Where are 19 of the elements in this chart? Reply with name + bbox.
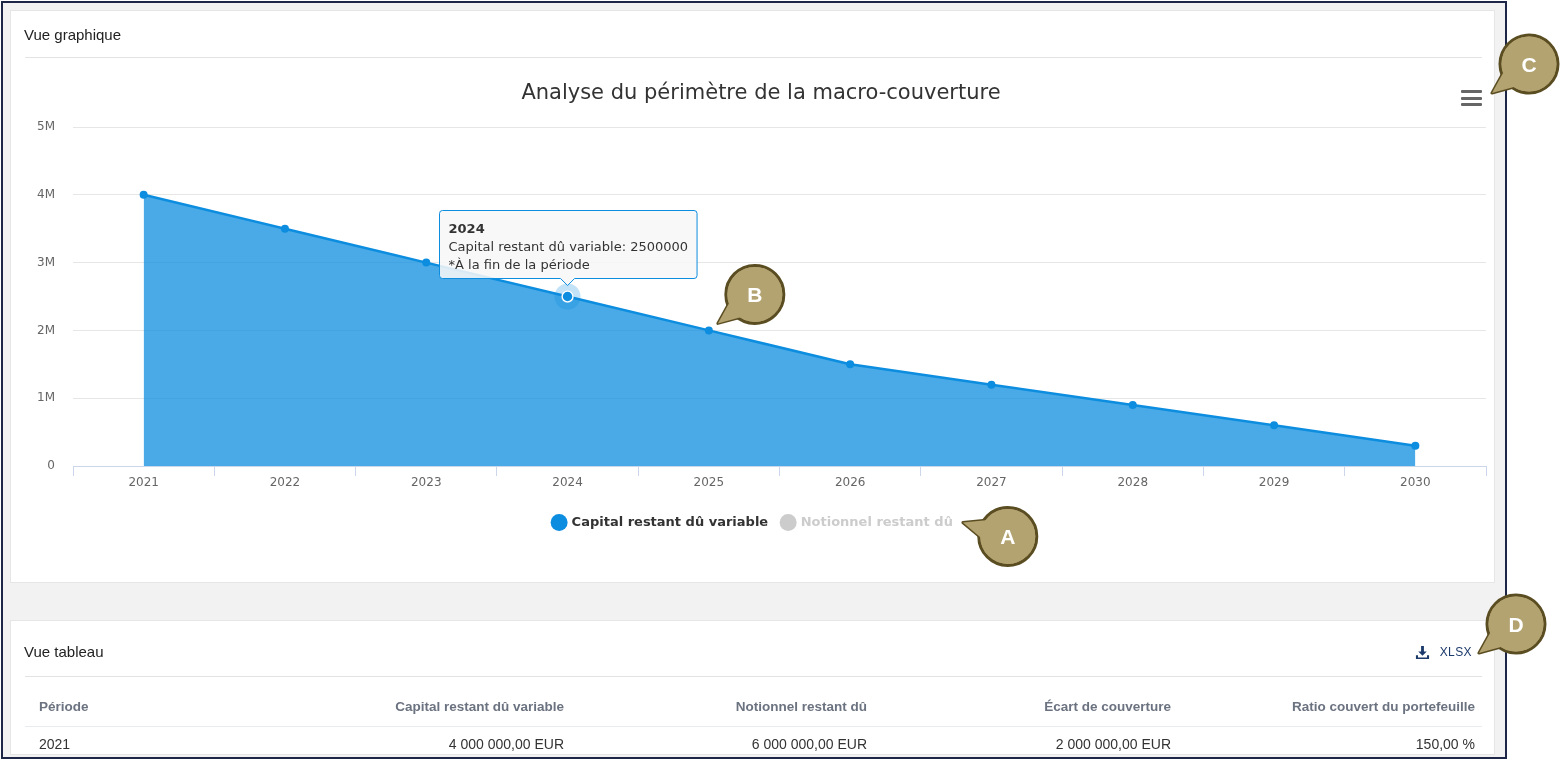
y-tick-label: 5M (37, 119, 55, 134)
point (1270, 421, 1279, 430)
point (704, 326, 713, 335)
y-tick-label: 4M (37, 186, 55, 201)
point (987, 380, 996, 389)
y-tick-label: 3M (37, 254, 55, 269)
annotation: 2024 Capital restant dû variable: 2500000 *À la fin de la période (448, 220, 689, 272)
y-tick-label: 0 (47, 458, 55, 473)
chart-title: Analyse du périmètre de la macro-couverture (521, 80, 1001, 105)
point (280, 224, 289, 233)
point (1411, 441, 1420, 450)
point (1128, 400, 1137, 409)
text: Vue graphique (24, 25, 122, 45)
point (422, 258, 431, 267)
point (846, 360, 855, 369)
y-tick-label: 1M (37, 390, 55, 405)
annotation: B (747, 282, 763, 306)
y-tick-label: 2M (37, 322, 55, 337)
point (139, 190, 148, 199)
